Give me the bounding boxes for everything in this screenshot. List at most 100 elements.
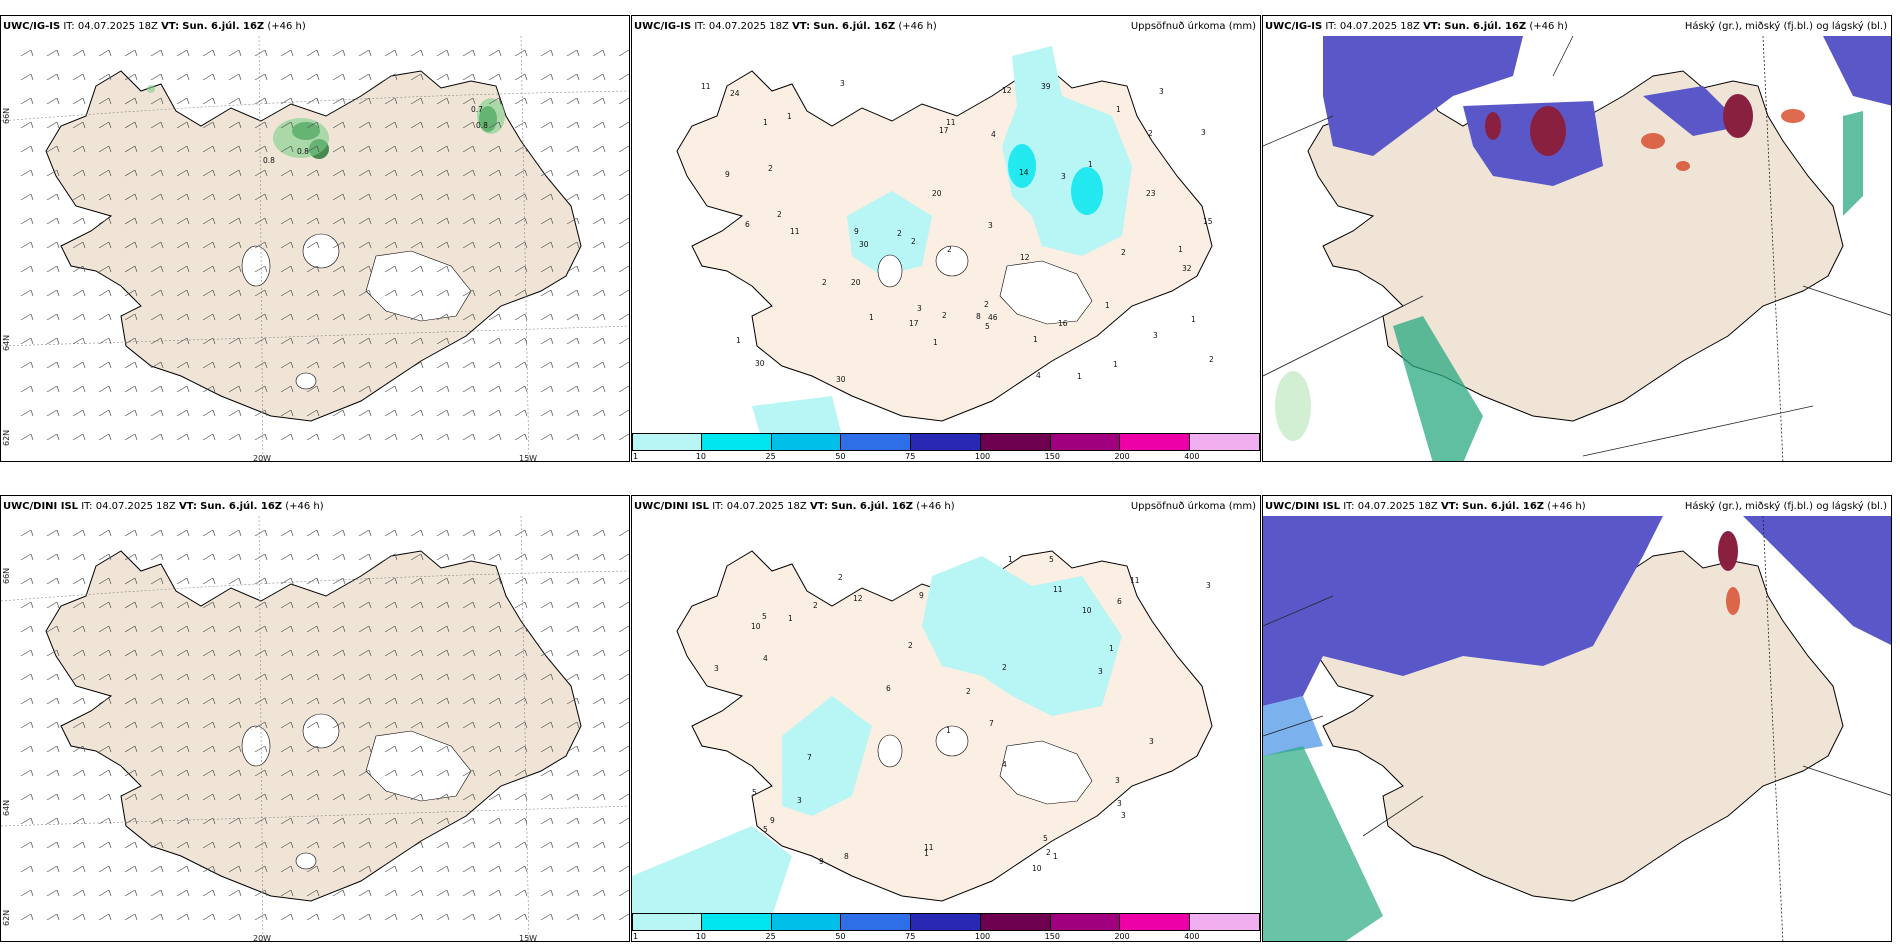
wind-barb	[540, 241, 552, 249]
precip-colorbar: 1 10 25 50 75 100 150 200 400	[632, 913, 1260, 941]
wind-barb-tick	[238, 793, 242, 801]
wind-barb	[488, 217, 500, 225]
wind-barb	[150, 553, 162, 561]
wind-barb	[358, 289, 370, 297]
wind-barb	[462, 601, 474, 609]
wind-barb	[202, 361, 214, 369]
wind-barb	[306, 601, 318, 609]
wind-barb	[46, 49, 58, 57]
wind-barb	[124, 817, 136, 825]
wind-barb-tick	[446, 649, 450, 657]
wind-barb-tick	[550, 73, 554, 81]
wind-barb	[176, 745, 188, 753]
precip-value: 20	[851, 278, 861, 287]
wind-barb-tick	[446, 865, 450, 873]
wind-barb	[618, 553, 629, 561]
wind-barb-tick	[368, 313, 372, 321]
wind-barb	[176, 97, 188, 105]
precip-value: 1	[1008, 555, 1013, 564]
wind-barb-tick	[134, 265, 138, 273]
wind-barb-tick	[56, 385, 60, 393]
wind-barb	[436, 625, 448, 633]
lon-label: 20W	[253, 934, 271, 942]
wind-barb-tick	[238, 361, 242, 369]
wind-barb-tick	[550, 361, 554, 369]
wind-barb-tick	[602, 217, 606, 225]
wind-barb-tick	[576, 169, 580, 177]
wind-barb	[280, 217, 292, 225]
wind-barb-tick	[290, 73, 294, 81]
glaciers	[877, 725, 1093, 805]
wind-barb	[20, 193, 32, 201]
wind-barb	[436, 289, 448, 297]
wind-barb-tick	[498, 97, 502, 105]
wind-barb	[46, 697, 58, 705]
precip-areas	[632, 556, 1122, 916]
wind-barb	[410, 841, 422, 849]
wind-barb-tick	[186, 625, 190, 633]
wind-barb	[98, 361, 110, 369]
wind-barb	[592, 673, 604, 681]
wind-barb-tick	[602, 697, 606, 705]
wind-barb	[462, 817, 474, 825]
precip-value: 11	[701, 82, 711, 91]
wind-barb-tick	[446, 817, 450, 825]
wind-barb-tick	[108, 97, 112, 105]
wind-barb	[20, 721, 32, 729]
wind-barb-tick	[160, 145, 164, 153]
wind-barb-tick	[602, 721, 606, 729]
wind-barb-tick	[394, 97, 398, 105]
wind-barb-tick	[628, 98, 629, 100]
wind-barb	[618, 601, 629, 609]
wind-barb-tick	[420, 697, 424, 705]
wind-barb	[332, 145, 344, 153]
colorbar-swatch	[841, 913, 912, 931]
wind-barb-tick	[264, 553, 268, 561]
wind-barb-tick	[264, 337, 268, 345]
wind-barb-tick	[472, 337, 476, 345]
wind-barb-tick	[602, 337, 606, 345]
wind-barb	[20, 697, 32, 705]
wind-barb-tick	[290, 385, 294, 393]
wind-barb-tick	[186, 289, 190, 297]
wind-barb-tick	[550, 313, 554, 321]
wind-barb	[384, 649, 396, 657]
wind-barb	[280, 865, 292, 873]
wind-barb-tick	[160, 49, 164, 57]
wind-barb-tick	[316, 793, 320, 801]
wind-barb	[332, 169, 344, 177]
wind-barb-tick	[212, 193, 216, 201]
panel-precip-igis: 3 1 2 12 16 3 1 2 1 1 2 9 39 8 3 30 17 2 1 3 3 4 20 24 17 23 11 32 3…	[631, 15, 1261, 462]
wind-barb-tick	[498, 193, 502, 201]
wind-barb-tick	[108, 313, 112, 321]
wind-barb	[566, 577, 578, 585]
wind-barb	[228, 313, 240, 321]
wind-barb	[46, 817, 58, 825]
wind-barb-tick	[394, 601, 398, 609]
wind-barb-tick	[316, 193, 320, 201]
wind-barb	[488, 265, 500, 273]
wind-barb	[124, 169, 136, 177]
precip-value: 2	[1148, 129, 1153, 138]
wind-barb-tick	[368, 577, 372, 585]
wind-barb-tick	[524, 121, 528, 129]
wind-barb-tick	[264, 913, 268, 921]
wind-barb	[488, 889, 500, 897]
colorbar-tick: 100	[974, 932, 991, 941]
wind-barb	[124, 193, 136, 201]
wind-barb-tick	[134, 529, 138, 537]
wind-barb-tick	[602, 361, 606, 369]
wind-barb-tick	[368, 625, 372, 633]
wind-barb	[436, 97, 448, 105]
wind-barb-tick	[394, 433, 398, 441]
wind-barb-tick	[342, 409, 346, 417]
wind-barb	[566, 793, 578, 801]
wind-barb-tick	[264, 73, 268, 81]
precip-value: 24	[730, 89, 740, 98]
wind-barb	[540, 121, 552, 129]
wind-barb	[566, 889, 578, 897]
wind-barb-tick	[290, 697, 294, 705]
wind-barb	[592, 913, 604, 921]
wind-barb-tick	[134, 769, 138, 777]
wind-barb-tick	[368, 121, 372, 129]
